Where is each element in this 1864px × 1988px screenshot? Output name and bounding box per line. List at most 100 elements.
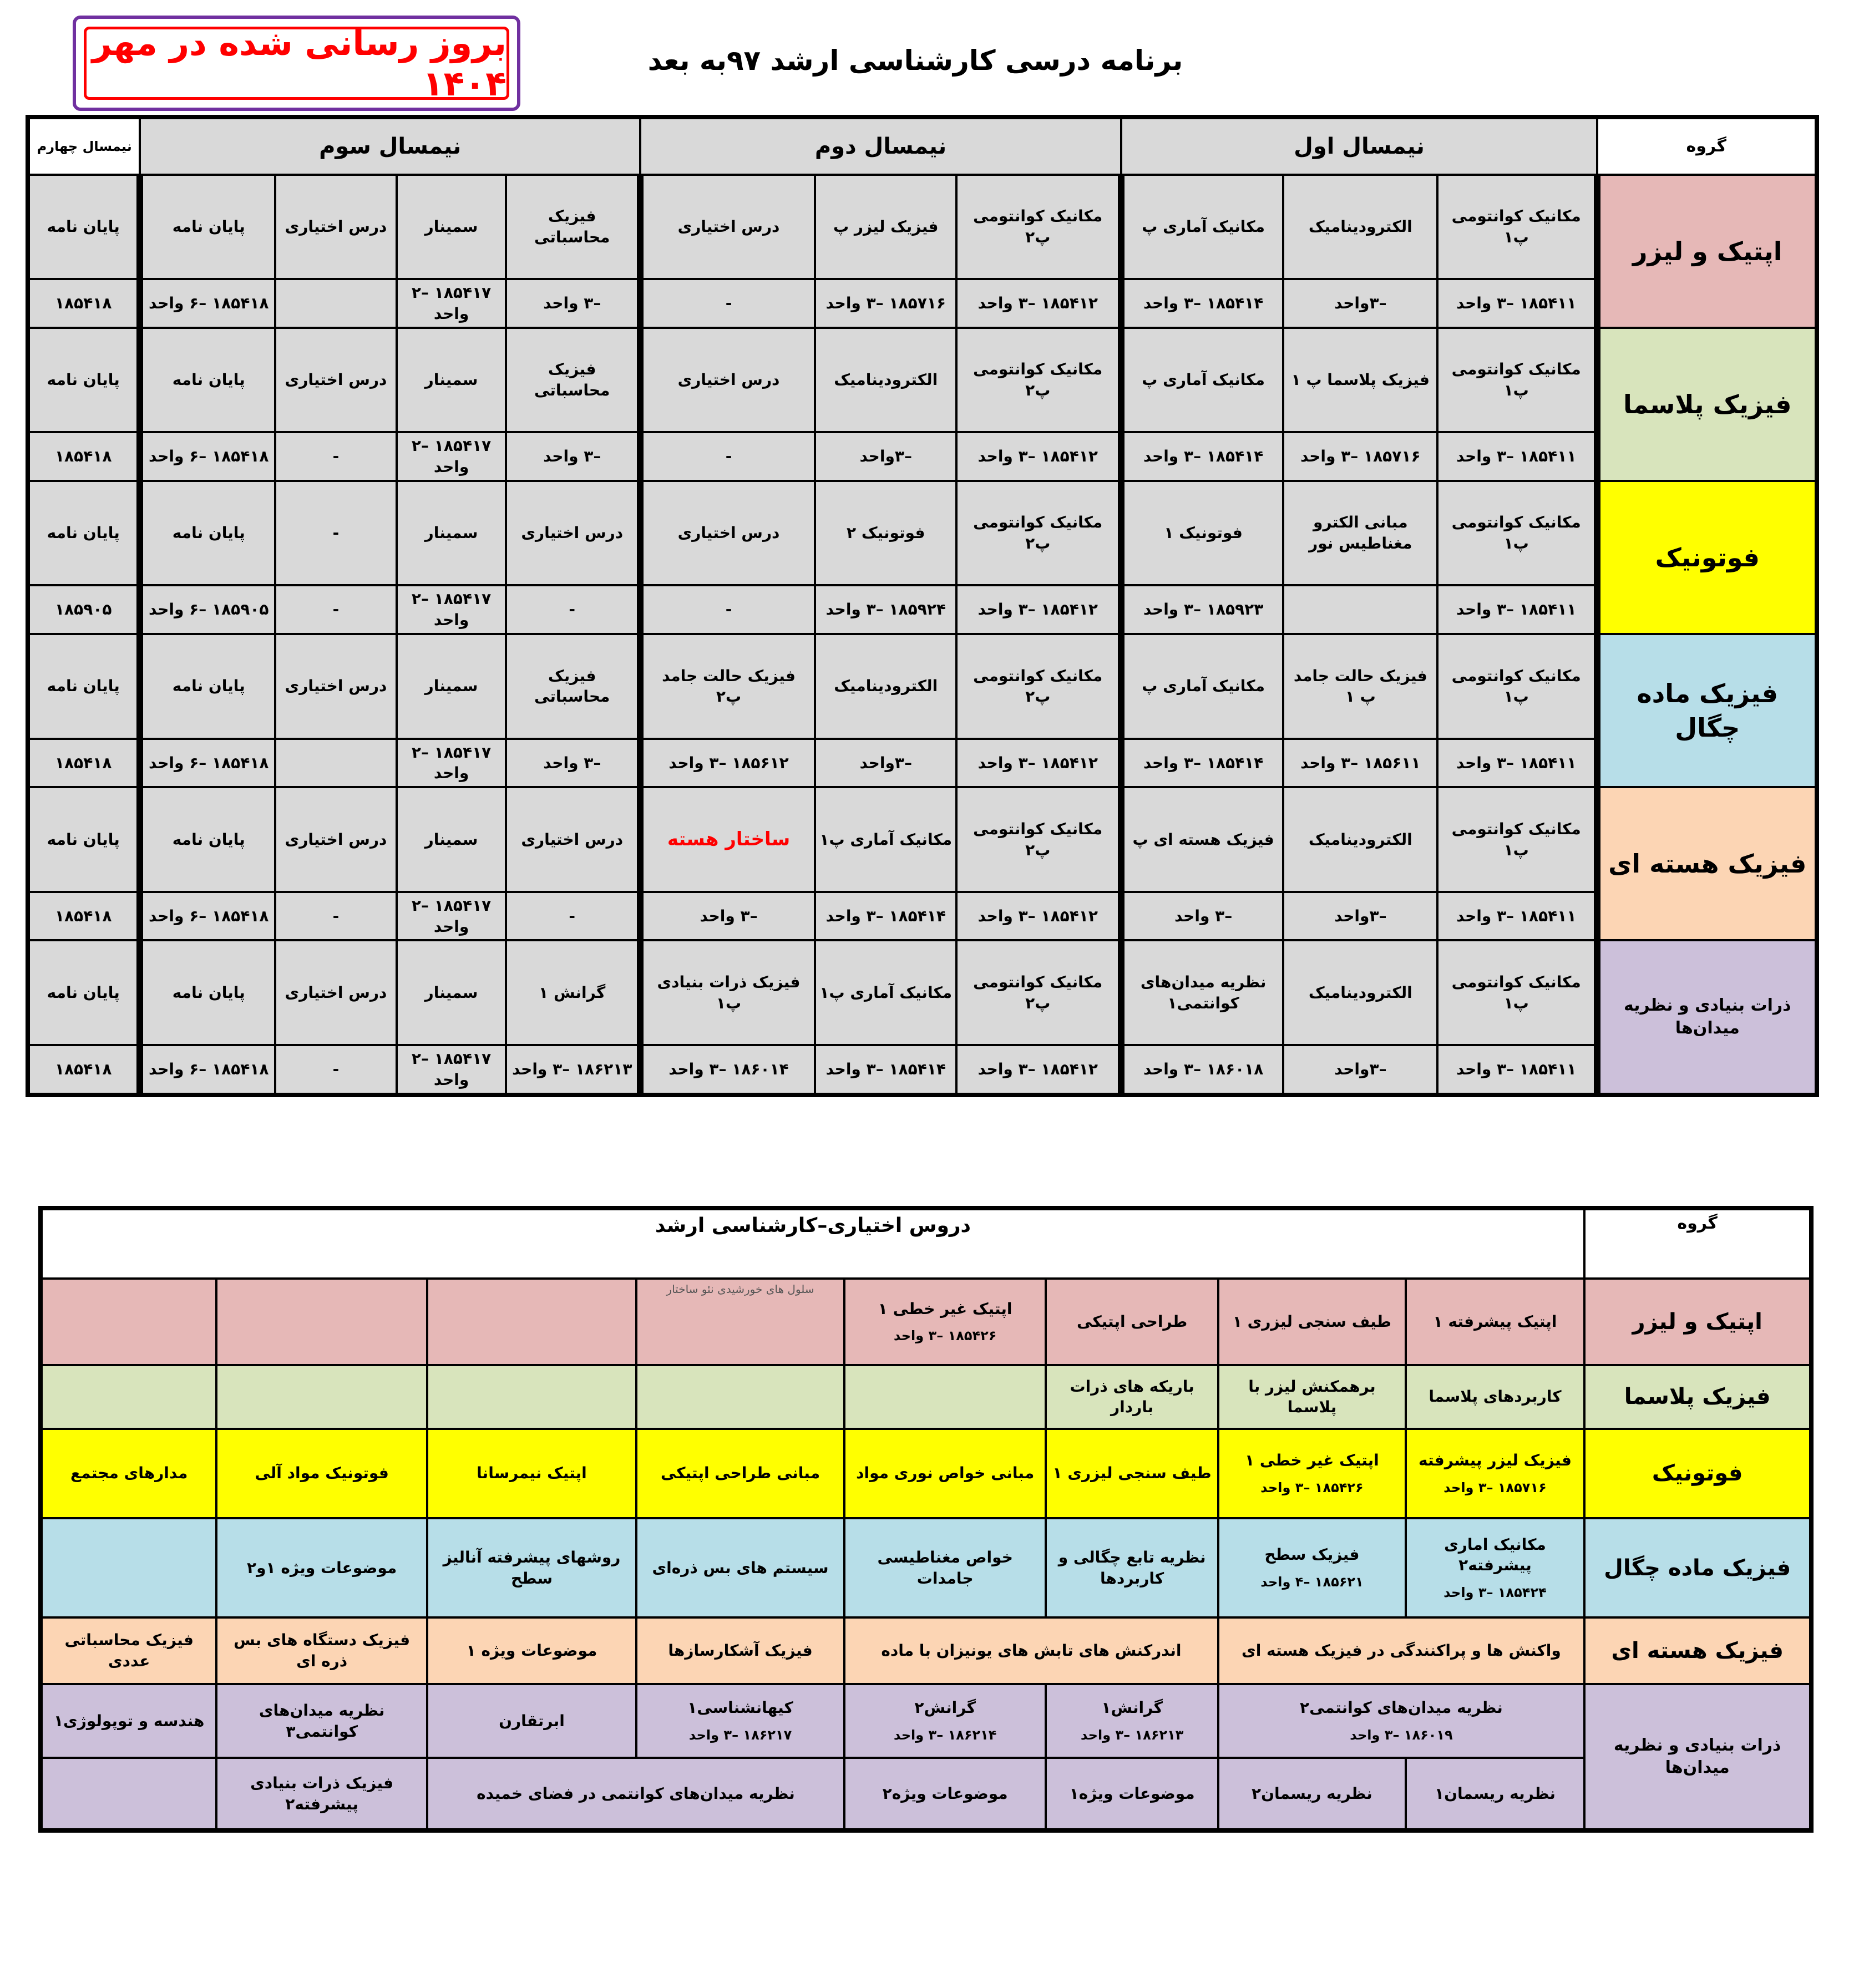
course-code: ۱۸۶۲۱۷ –۳ واحد — [688, 1727, 792, 1743]
course-code: ۱۸۶۰۱۹ –۳ واحد — [1350, 1727, 1453, 1743]
course-cell: ۱۸۵۴۱۸ — [26, 431, 141, 482]
course-cell: سمینار — [395, 479, 508, 587]
course-cell: مکانیک کوانتومی پ۲ — [955, 479, 1123, 587]
course-cell: فیزیک محاسباتی — [505, 326, 641, 434]
course-cell: پایان نامه — [136, 633, 277, 740]
course-cell: ۱۸۵۴۱۸ –۶ واحد — [136, 737, 277, 789]
elective-cell: فوتونیک مواد آلی — [215, 1427, 428, 1519]
elective-cell: مبانی طراحی اپتیکی — [635, 1427, 845, 1519]
electives-row: فیزیک ماده چگال مکانیک اماری پیشرفته۲ ۱۸۵۴… — [39, 1517, 1813, 1619]
course-cell: –۳واحد — [814, 737, 958, 789]
course-cell: پایان نامه — [26, 479, 141, 587]
elective-cell: ابرتقارن — [426, 1682, 638, 1759]
course-cell: ۱۸۵۴۱۴ –۳ واحد — [1118, 278, 1285, 329]
elective-cell: گرانش۱ ۱۸۶۲۱۳ –۳ واحد — [1045, 1682, 1219, 1759]
course-code-row: ۱۸۵۴۱۱ –۳ واحد ۱۸۵۹۲۳ –۳ واحد ۱۸۵۴۱۲ –۳ وا… — [26, 584, 1817, 636]
electives-title: دروس اختیاری–کارشناسی ارشد — [39, 1207, 1586, 1280]
elective-cell: فیزیک لیزر پیشرفته ۱۸۵۷۱۶ –۳ واحد — [1404, 1427, 1586, 1519]
course-name: اپتیک غیر خطی ۱ — [878, 1299, 1012, 1318]
group-cell: فوتونیک — [1583, 1427, 1813, 1519]
elective-cell: اپتیک پیشرفته ۱ — [1404, 1277, 1586, 1366]
electives-row: اپتیک و لیزر اپتیک پیشرفته ۱ طیف سنجی لیزر… — [39, 1277, 1813, 1366]
semester-header: نیمسال اول — [1120, 116, 1598, 176]
course-cell: پایان نامه — [136, 939, 277, 1047]
elective-cell — [215, 1277, 428, 1366]
course-cell: - — [636, 584, 817, 636]
elective-cell — [39, 1277, 218, 1366]
course-cell: الکترودینامیک — [1282, 173, 1439, 281]
course-cell: ۱۸۶۰۱۸ –۳ واحد — [1118, 1044, 1285, 1096]
course-cell: ۱۸۵۹۰۵ –۶ واحد — [136, 584, 277, 636]
course-cell: ۱۸۵۴۱۷ –۲ واحد — [395, 890, 508, 942]
course-cell: فیزیک محاسباتی — [505, 173, 641, 281]
course-code: ۱۸۶۲۱۳ –۳ واحد — [1080, 1727, 1184, 1743]
elective-cell: مکانیک اماری پیشرفته۲ ۱۸۵۴۲۴ –۳ واحد — [1404, 1517, 1586, 1619]
elective-cell: طراحی اپتیکی — [1045, 1277, 1219, 1366]
course-cell: الکترودینامیک — [814, 326, 958, 434]
group-cell: اپتیک و لیزر — [1583, 1277, 1813, 1366]
course-cell: ۱۸۵۴۱۱ –۳ واحد — [1436, 278, 1598, 329]
elective-cell — [843, 1363, 1047, 1430]
elective-cell — [215, 1363, 428, 1430]
elective-cell: طیف سنجی لیزری ۱ — [1217, 1277, 1407, 1366]
elective-cell: خواص مغناطیسی جامدات — [843, 1517, 1047, 1619]
group-cell: فیزیک پلاسما — [1583, 1363, 1813, 1430]
course-cell: مکانیک کوانتومی پ۱ — [1436, 786, 1598, 893]
elective-cell: اپتیک غیر خطی ۱ ۱۸۵۴۲۶ –۳ واحد — [843, 1277, 1047, 1366]
course-cell: سمینار — [395, 633, 508, 740]
course-cell: ۱۸۵۴۱۱ –۳ واحد — [1436, 431, 1598, 482]
course-name-row: فوتونیک مکانیک کوانتومی پ۱ مبانی الکترو مغ… — [26, 479, 1818, 636]
course-cell: ۱۸۵۴۱۲ –۳ واحد — [955, 890, 1123, 942]
electives-row: فیزیک پلاسما کاربردهای پلاسما برهمکنش لیزر… — [39, 1363, 1813, 1430]
course-cell: فیزیک حالت جامد پ۲ — [636, 633, 817, 740]
elective-cell: نظریه ریسمان۱ — [1404, 1757, 1586, 1832]
course-cell: فیزیک محاسباتی — [505, 633, 641, 740]
course-cell: گرانش ۱ — [505, 939, 641, 1047]
course-cell: ۱۸۵۴۱۸ –۶ واحد — [136, 1044, 277, 1096]
course-cell: مکانیک کوانتومی پ۲ — [955, 633, 1123, 740]
course-code-row: ۱۸۵۴۱۱ –۳ واحد –۳واحد ۱۸۶۰۱۸ –۳ واحد ۱۸۵۴۱۲… — [26, 1044, 1817, 1096]
course-cell: الکترودینامیک — [1282, 939, 1439, 1047]
course-cell: مکانیک کوانتومی پ۱ — [1436, 633, 1598, 740]
course-cell: درس اختیاری — [505, 786, 641, 893]
elective-cell: موضوعات ویژه۱ — [1045, 1757, 1219, 1832]
course-cell: - — [636, 431, 817, 482]
course-cell: ۱۸۵۷۱۶ –۳ واحد — [1282, 431, 1439, 482]
course-cell: - — [505, 890, 641, 942]
elective-cell: فیزیک آشکارسازها — [635, 1616, 845, 1685]
course-cell: پایان نامه — [136, 786, 277, 893]
course-cell: مکانیک آماری پ۱ — [814, 939, 958, 1047]
elective-cell: مبانی خواص نوری مواد — [843, 1427, 1047, 1519]
group-cell: فوتونیک — [1593, 479, 1818, 636]
semester-header: نیمسال چهارم — [26, 116, 141, 176]
course-name: نظریه میدان‌های کوانتمی۲ — [1300, 1698, 1503, 1717]
course-cell: ۱۸۵۷۱۶ –۳ واحد — [814, 278, 958, 329]
course-cell: ۱۸۵۴۱۸ –۶ واحد — [136, 278, 277, 329]
course-cell: ۱۸۶۲۱۳ –۳ واحد — [505, 1044, 641, 1096]
course-cell: سمینار — [395, 939, 508, 1047]
elective-cell: نظریه میدان‌های کوانتمی۲ ۱۸۶۰۱۹ –۳ واحد — [1217, 1682, 1586, 1759]
course-cell: درس اختیاری — [274, 173, 398, 281]
course-cell: ۱۸۵۴۱۷ –۲ واحد — [395, 737, 508, 789]
course-cell: فیزیک پلاسما پ ۱ — [1282, 326, 1439, 434]
course-code-row: ۱۸۵۴۱۱ –۳ واحد ۱۸۵۷۱۶ –۳ واحد ۱۸۵۴۱۴ –۳ وا… — [26, 431, 1817, 482]
elective-cell — [426, 1363, 638, 1430]
elective-cell: موضوعات ویژه ۱و۲ — [215, 1517, 428, 1619]
course-cell — [274, 737, 398, 789]
course-code-row: ۱۸۵۴۱۱ –۳ واحد ۱۸۵۶۱۱ –۳ واحد ۱۸۵۴۱۴ –۳ وا… — [26, 737, 1817, 789]
course-cell: –۳ واحد — [1118, 890, 1285, 942]
course-cell: ۱۸۵۹۰۵ — [26, 584, 141, 636]
elective-cell: مدارهای مجتمع — [39, 1427, 218, 1519]
course-cell: درس اختیاری — [636, 479, 817, 587]
course-name: مکانیک اماری پیشرفته۲ — [1444, 1535, 1546, 1575]
course-cell: ۱۸۵۹۲۴ –۳ واحد — [814, 584, 958, 636]
course-cell: - — [636, 278, 817, 329]
elective-cell: نظریه میدان‌های کوانتمی در فضای خمیده — [426, 1757, 845, 1832]
course-cell: ۱۸۵۴۱۱ –۳ واحد — [1436, 584, 1598, 636]
course-cell: –۳ واحد — [636, 890, 817, 942]
course-cell: ۱۸۵۴۱۷ –۲ واحد — [395, 584, 508, 636]
course-cell: ساختار هسته — [636, 786, 817, 893]
elective-cell: گرانش۲ ۱۸۶۲۱۴ –۳ واحد — [843, 1682, 1047, 1759]
course-name-row: فیزیک هسته ای مکانیک کوانتومی پ۱ الکترودین… — [26, 786, 1818, 942]
course-name: گرانش۲ — [914, 1698, 976, 1717]
